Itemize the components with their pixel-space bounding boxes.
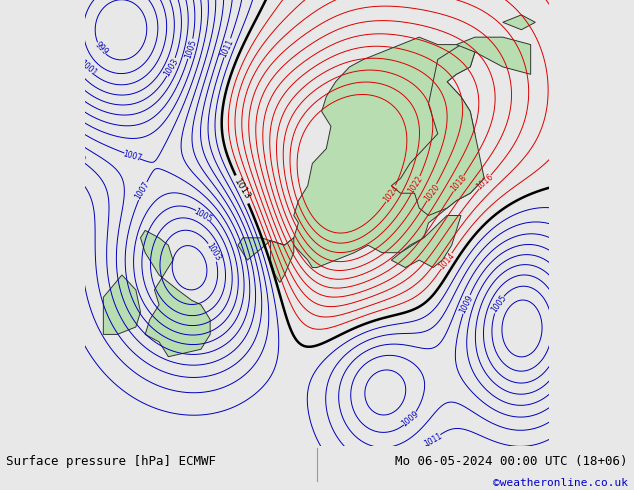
Polygon shape — [103, 275, 141, 334]
Text: 1009: 1009 — [400, 409, 421, 428]
Text: Surface pressure [hPa] ECMWF: Surface pressure [hPa] ECMWF — [6, 455, 216, 468]
Polygon shape — [141, 230, 210, 357]
Text: 1007: 1007 — [121, 149, 143, 163]
Text: 1003: 1003 — [162, 57, 180, 78]
Polygon shape — [271, 238, 294, 282]
Text: 1024: 1024 — [382, 184, 400, 204]
Text: 1005: 1005 — [183, 38, 198, 59]
Text: 1014: 1014 — [437, 251, 456, 271]
Text: 1009: 1009 — [458, 294, 475, 315]
Text: 1005: 1005 — [193, 206, 214, 224]
Polygon shape — [238, 37, 484, 268]
Text: 1007: 1007 — [551, 355, 569, 376]
Text: 1020: 1020 — [422, 182, 441, 203]
Text: 1005: 1005 — [489, 294, 508, 315]
Text: 1001: 1001 — [78, 59, 98, 78]
Polygon shape — [456, 37, 531, 74]
Text: ©weatheronline.co.uk: ©weatheronline.co.uk — [493, 478, 628, 489]
Text: 1007: 1007 — [134, 180, 152, 201]
Text: 1011: 1011 — [423, 431, 444, 448]
Text: 1013: 1013 — [232, 177, 252, 201]
Text: 1009: 1009 — [65, 148, 87, 165]
Text: 1018: 1018 — [449, 173, 469, 194]
Text: 1011: 1011 — [219, 37, 235, 58]
Text: 1022: 1022 — [406, 174, 425, 196]
Polygon shape — [503, 15, 535, 30]
Text: Mo 06-05-2024 00:00 UTC (18+06): Mo 06-05-2024 00:00 UTC (18+06) — [395, 455, 628, 468]
Text: 1016: 1016 — [475, 172, 495, 192]
Polygon shape — [391, 216, 461, 268]
Text: 999: 999 — [93, 41, 110, 57]
Polygon shape — [391, 45, 484, 216]
Text: 1003: 1003 — [204, 242, 222, 263]
